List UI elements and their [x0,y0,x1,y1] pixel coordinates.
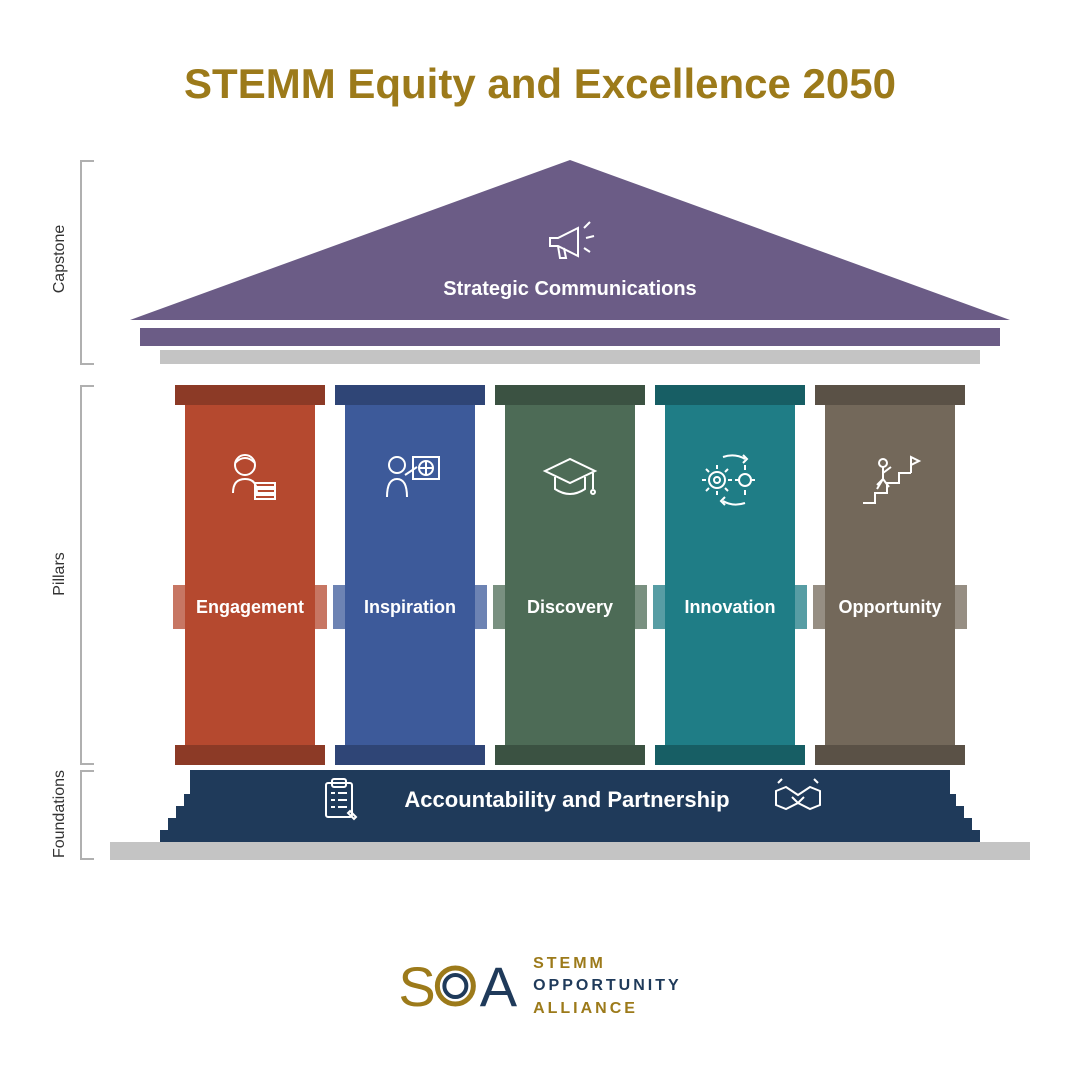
gradcap-icon [535,445,605,515]
logo-mark: S A [398,954,513,1019]
handshake-icon [770,775,826,825]
label-pillars: Pillars [51,504,69,644]
student-icon [215,445,285,515]
pillar-label: Opportunity [839,597,942,618]
pillar-engagement: Engagement [185,385,315,765]
foundation-bar: Accountability and Partnership [190,770,950,830]
temple-diagram: Capstone Pillars Foundations Strategic C… [130,150,1010,850]
pillar-cap-bottom [815,745,965,765]
pillar-inspiration: Inspiration [345,385,475,765]
pillar-cap-top [815,385,965,405]
bracket-capstone [80,160,94,365]
teacher-icon [375,445,445,515]
pillar-cap-top [335,385,485,405]
logo-s: S [398,954,431,1019]
bracket-pillars [80,385,94,765]
logo-line3: ALLIANCE [533,998,682,1020]
pillar-opportunity: Opportunity [825,385,955,765]
pillar-cap-top [175,385,325,405]
stairs-icon [855,445,925,515]
gears-icon [695,445,765,515]
logo: S A STEMM OPPORTUNITY ALLIANCE [398,953,681,1020]
roof-beam-2 [160,350,980,364]
logo-o [432,962,480,1010]
label-capstone: Capstone [51,189,69,329]
pillar-cap-bottom [495,745,645,765]
logo-a: A [480,954,513,1019]
logo-line2: OPPORTUNITY [533,975,682,997]
label-foundations: Foundations [51,744,69,884]
clipboard-icon [314,775,364,825]
base-beam [110,842,1030,860]
pillar-label: Innovation [685,597,776,618]
foundation-label: Accountability and Partnership [404,787,729,813]
roof-beam-1 [140,328,1000,346]
pillar-cap-bottom [175,745,325,765]
pillar-cap-bottom [655,745,805,765]
pillar-innovation: Innovation [665,385,795,765]
pillar-label: Inspiration [364,597,456,618]
page-title: STEMM Equity and Excellence 2050 [0,0,1080,108]
megaphone-icon [538,208,602,272]
pillar-label: Discovery [527,597,613,618]
roof: Strategic Communications [130,160,1010,330]
pillar-cap-top [495,385,645,405]
pillars-row: Engagement Inspiration Discovery Innovation… [185,385,955,765]
pillar-discovery: Discovery [505,385,635,765]
pillar-cap-bottom [335,745,485,765]
logo-text: STEMM OPPORTUNITY ALLIANCE [533,953,682,1020]
step [160,830,980,842]
bracket-foundations [80,770,94,860]
pillar-label: Engagement [196,597,304,618]
logo-line1: STEMM [533,953,682,975]
roof-label: Strategic Communications [130,278,1010,301]
pillar-cap-top [655,385,805,405]
